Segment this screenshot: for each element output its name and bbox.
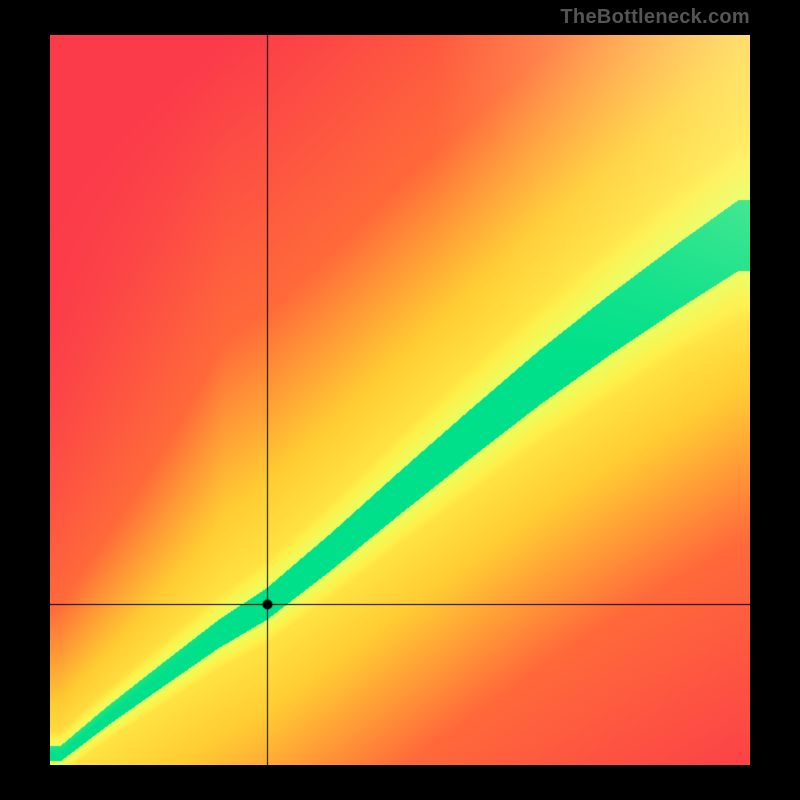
chart-container: TheBottleneck.com bbox=[0, 0, 800, 800]
bottleneck-heatmap bbox=[50, 35, 750, 765]
watermark-text: TheBottleneck.com bbox=[560, 6, 750, 29]
